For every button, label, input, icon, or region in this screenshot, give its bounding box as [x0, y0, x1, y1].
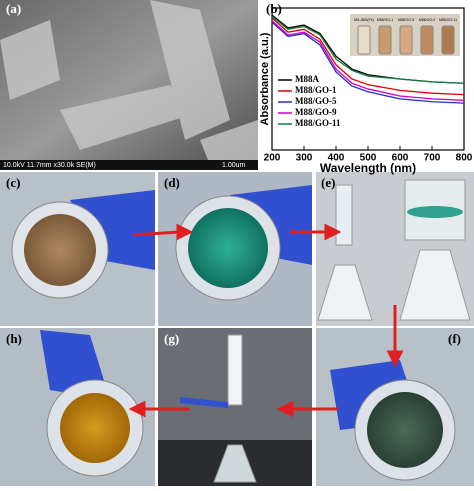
panel-label: (f) [448, 331, 461, 346]
inset-label: M88/GO-5 [398, 18, 414, 22]
flask [213, 444, 257, 483]
panel-label: (h) [6, 331, 22, 346]
liquid [367, 392, 443, 468]
x-axis-label: Wavelength (nm) [320, 161, 416, 175]
vials: MIL-88A(Fe) M88/GO-1 M88/GO-5 M88/GO-9 M88/G… [354, 18, 457, 55]
vial [378, 25, 392, 55]
vial [357, 25, 371, 55]
inset-label: M88/GO-9 [419, 18, 435, 22]
vial [441, 25, 455, 55]
vial [420, 25, 434, 55]
funnel [335, 184, 353, 246]
legend-label: M88/GO-5 [295, 96, 337, 106]
flask [317, 264, 373, 321]
panel-label: (d) [164, 175, 180, 190]
panel-label: (a) [6, 1, 21, 16]
x-tick-label: 600 [392, 153, 409, 164]
liquid [60, 393, 130, 463]
panel-label: (e) [321, 175, 335, 190]
y-axis-label: Absorbance (a.u.) [259, 32, 271, 125]
liquid [407, 206, 463, 218]
series-line [271, 20, 465, 101]
legend-label: M88/GO-11 [295, 118, 341, 128]
x-tick-label: 200 [264, 153, 281, 164]
x-tick-label: 300 [296, 153, 313, 164]
arrows [128, 223, 404, 418]
vial [399, 25, 413, 55]
liquid [188, 208, 268, 288]
series-line [271, 16, 465, 84]
clamp [179, 397, 229, 408]
panel-label: (c) [6, 175, 20, 190]
crystals [0, 0, 258, 165]
x-tick-label: 400 [328, 153, 345, 164]
sem-info: 10.0kV 11.7mm x30.0k SE(M) [3, 162, 96, 169]
sem-scale: 1.00um [222, 162, 246, 169]
liquid [24, 214, 96, 286]
sem-bar [0, 160, 258, 170]
inset-label: MIL-88A(Fe) [354, 18, 374, 22]
inset-label: M88/GO-11 [439, 18, 457, 22]
x-tick-label: 500 [360, 153, 377, 164]
legend-label: M88/GO-9 [295, 107, 337, 117]
flask [399, 249, 471, 321]
inset-label: M88/GO-1 [377, 18, 393, 22]
legend-label: M88A [295, 74, 319, 84]
panel-label: (g) [164, 331, 179, 346]
x-tick-label: 700 [424, 153, 441, 164]
clamp [70, 190, 155, 270]
series-line [271, 21, 465, 104]
funnel [227, 334, 243, 406]
series-line [271, 17, 465, 96]
x-tick-label: 800 [456, 153, 473, 164]
legend-label: M88/GO-1 [295, 85, 337, 95]
